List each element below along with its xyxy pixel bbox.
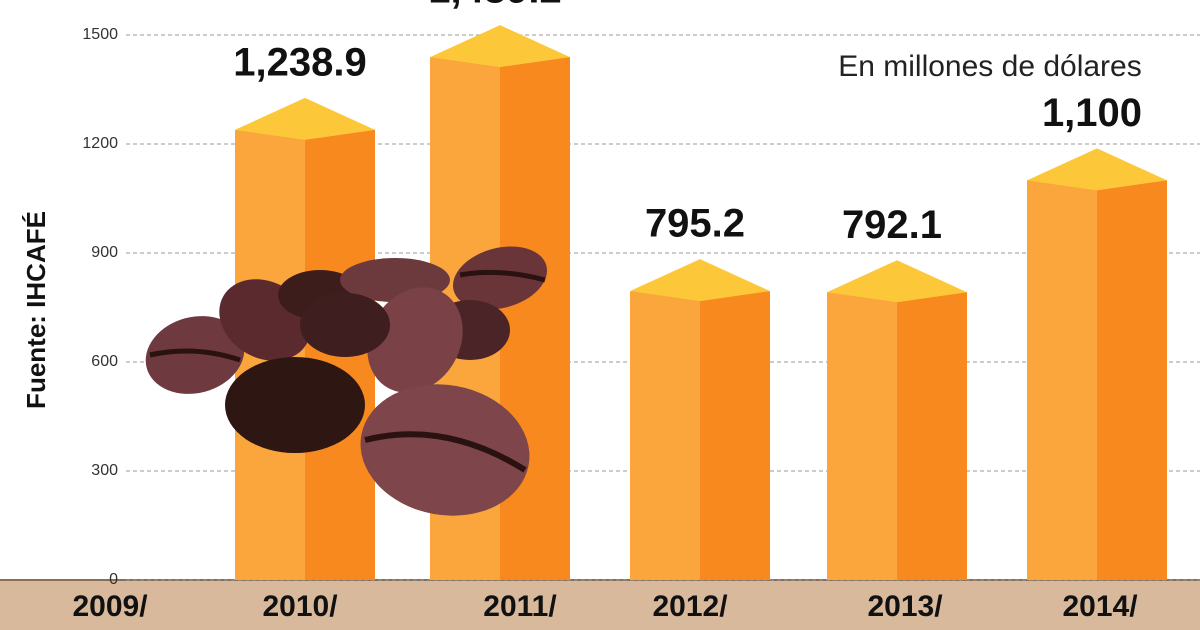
x-tick-label: 2013/ [867,590,943,623]
value-label: 1,238.9 [233,40,366,84]
value-label: 792.1 [842,203,942,247]
bar-right-face [500,57,570,580]
x-tick-label: 2011/ [483,590,557,623]
bar-top [1027,148,1167,191]
bars [235,25,1167,581]
y-tick-label: 0 [109,571,118,588]
subtitle: En millones de dólares [838,50,1142,83]
y-tick-label: 1200 [82,135,118,152]
bar [1027,148,1167,581]
value-label: 1,439.2 [428,0,561,12]
y-tick-label: 600 [91,353,118,370]
y-tick-label: 300 [91,462,118,479]
value-label: 795.2 [645,202,745,246]
bar [827,260,967,580]
x-tick-label: 2012/ [652,590,728,623]
coffee-beans [145,246,548,516]
x-tick-label: 2014/ [1062,590,1138,623]
bar-top [235,97,375,140]
source: Fuente: IHCAFÉ [21,211,51,409]
bar-right-face [700,291,770,580]
bar-top [827,260,967,303]
bar-top [430,25,570,68]
x-tick-label: 2009/ [72,590,148,623]
bar-top [630,259,770,302]
y-tick-label: 900 [91,244,118,261]
bar-left-face [1027,180,1097,581]
axis-band [0,580,1200,630]
value-label: 1,100 [1042,91,1142,135]
bar-left-face [630,291,700,580]
bar-left-face [827,292,897,580]
bar-right-face [1097,180,1167,581]
bar [630,259,770,580]
x-tick-label: 2010/ [262,590,338,623]
bar-right-face [897,292,967,580]
y-tick-label: 1500 [82,26,118,43]
